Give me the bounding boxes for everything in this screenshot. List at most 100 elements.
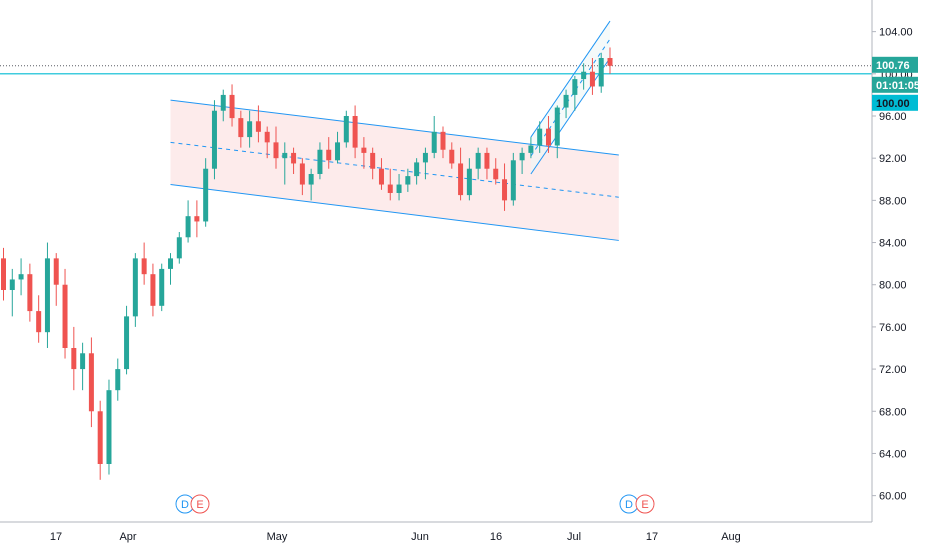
candle — [299, 158, 305, 196]
time-tick-label: May — [267, 531, 288, 543]
candle — [607, 47, 613, 74]
candle-body — [71, 348, 77, 370]
candle — [510, 152, 516, 206]
price-tick-label: 72.00 — [879, 364, 907, 376]
candle-body — [141, 258, 147, 275]
candle-body — [159, 268, 165, 306]
price-axis-labels: 60.00 64.00 68.00 72.00 76.00 80.00 84.00 88.00… — [879, 27, 913, 503]
candle — [97, 400, 103, 480]
candle-body — [554, 107, 560, 146]
candle-body — [458, 163, 464, 196]
price-tick-label: 84.00 — [879, 238, 907, 250]
candle-body — [378, 168, 384, 185]
candle — [1, 247, 6, 301]
time-tick-label: Jun — [411, 531, 429, 543]
candle-body — [299, 163, 305, 185]
candle-body — [440, 131, 446, 150]
price-axis-ticks — [872, 31, 876, 497]
candle — [194, 200, 200, 238]
candle-body — [484, 152, 490, 169]
candle-body — [466, 168, 472, 196]
countdown-tag-background — [872, 76, 918, 93]
candle — [572, 75, 578, 111]
candle — [528, 137, 534, 159]
candle-body — [273, 142, 279, 159]
candle-body — [264, 131, 270, 143]
earnings-marker-circle — [635, 494, 655, 514]
candle — [308, 168, 314, 201]
candle-body — [62, 284, 68, 348]
candle — [502, 163, 508, 211]
candle — [317, 142, 323, 180]
candle — [124, 305, 130, 375]
time-tick-label: 16 — [490, 531, 502, 543]
time-tick-label: Apr — [119, 531, 136, 543]
candle-body — [317, 149, 323, 174]
candle — [247, 110, 253, 148]
candle-body — [431, 131, 437, 153]
countdown-tag: 01:01:05 — [872, 76, 920, 93]
last-price-tag-background — [872, 56, 918, 73]
price-tick-label: 104.00 — [879, 27, 913, 39]
candle — [282, 142, 288, 185]
candle-body — [361, 147, 367, 153]
candle — [229, 84, 235, 127]
candle-body — [1, 258, 6, 290]
candle — [545, 116, 551, 153]
candle-body — [229, 94, 235, 119]
candle-body — [510, 160, 516, 201]
candle — [36, 295, 42, 343]
candle — [255, 105, 261, 143]
candle — [326, 137, 332, 169]
candle-body — [176, 237, 182, 259]
candle-body — [352, 116, 358, 148]
candle-body — [291, 152, 297, 164]
candle-body — [238, 118, 244, 138]
dividend-marker-label: D — [181, 499, 189, 511]
candle-body — [572, 79, 578, 95]
candle-body — [396, 184, 402, 193]
candle-body — [150, 274, 156, 306]
price-tick-label: 60.00 — [879, 491, 907, 503]
horizontal-price-lines — [0, 65, 872, 75]
candle — [589, 58, 595, 95]
candle-body — [370, 152, 376, 169]
candle-body — [203, 168, 209, 222]
channel-fill-descending — [170, 100, 619, 241]
last-price-tag: 100.76 — [872, 56, 918, 73]
candle-body — [405, 176, 411, 185]
time-tick-label: Aug — [721, 531, 741, 543]
candle-body — [220, 94, 226, 111]
candle-body — [343, 116, 349, 143]
candle — [335, 131, 341, 164]
price-tick-label: 64.00 — [879, 448, 907, 460]
candle-body — [607, 58, 613, 66]
candle — [440, 126, 446, 159]
candle-body — [493, 168, 499, 180]
earnings-marker: E — [635, 494, 655, 514]
candle-body — [185, 216, 191, 238]
candle-body — [502, 179, 508, 201]
time-tick-label: Jul — [567, 531, 581, 543]
candle — [71, 326, 77, 391]
candle-body — [44, 258, 50, 333]
candle-body — [308, 174, 314, 185]
candle-body — [115, 369, 121, 391]
dividend-marker-label: D — [625, 499, 633, 511]
dividend-marker: D — [175, 494, 195, 514]
candle — [62, 268, 68, 359]
candle — [519, 147, 525, 174]
earnings-marker-label: E — [196, 499, 203, 511]
candle-body — [88, 353, 94, 412]
candle — [493, 158, 499, 185]
candle — [458, 147, 464, 201]
candle-body — [537, 128, 543, 146]
candle — [396, 174, 402, 201]
candle — [106, 379, 112, 475]
level-price-tag: 100.00 — [872, 94, 918, 111]
candle — [466, 158, 472, 201]
candle — [211, 100, 217, 180]
level-price-tag-text: 100.00 — [876, 98, 910, 110]
